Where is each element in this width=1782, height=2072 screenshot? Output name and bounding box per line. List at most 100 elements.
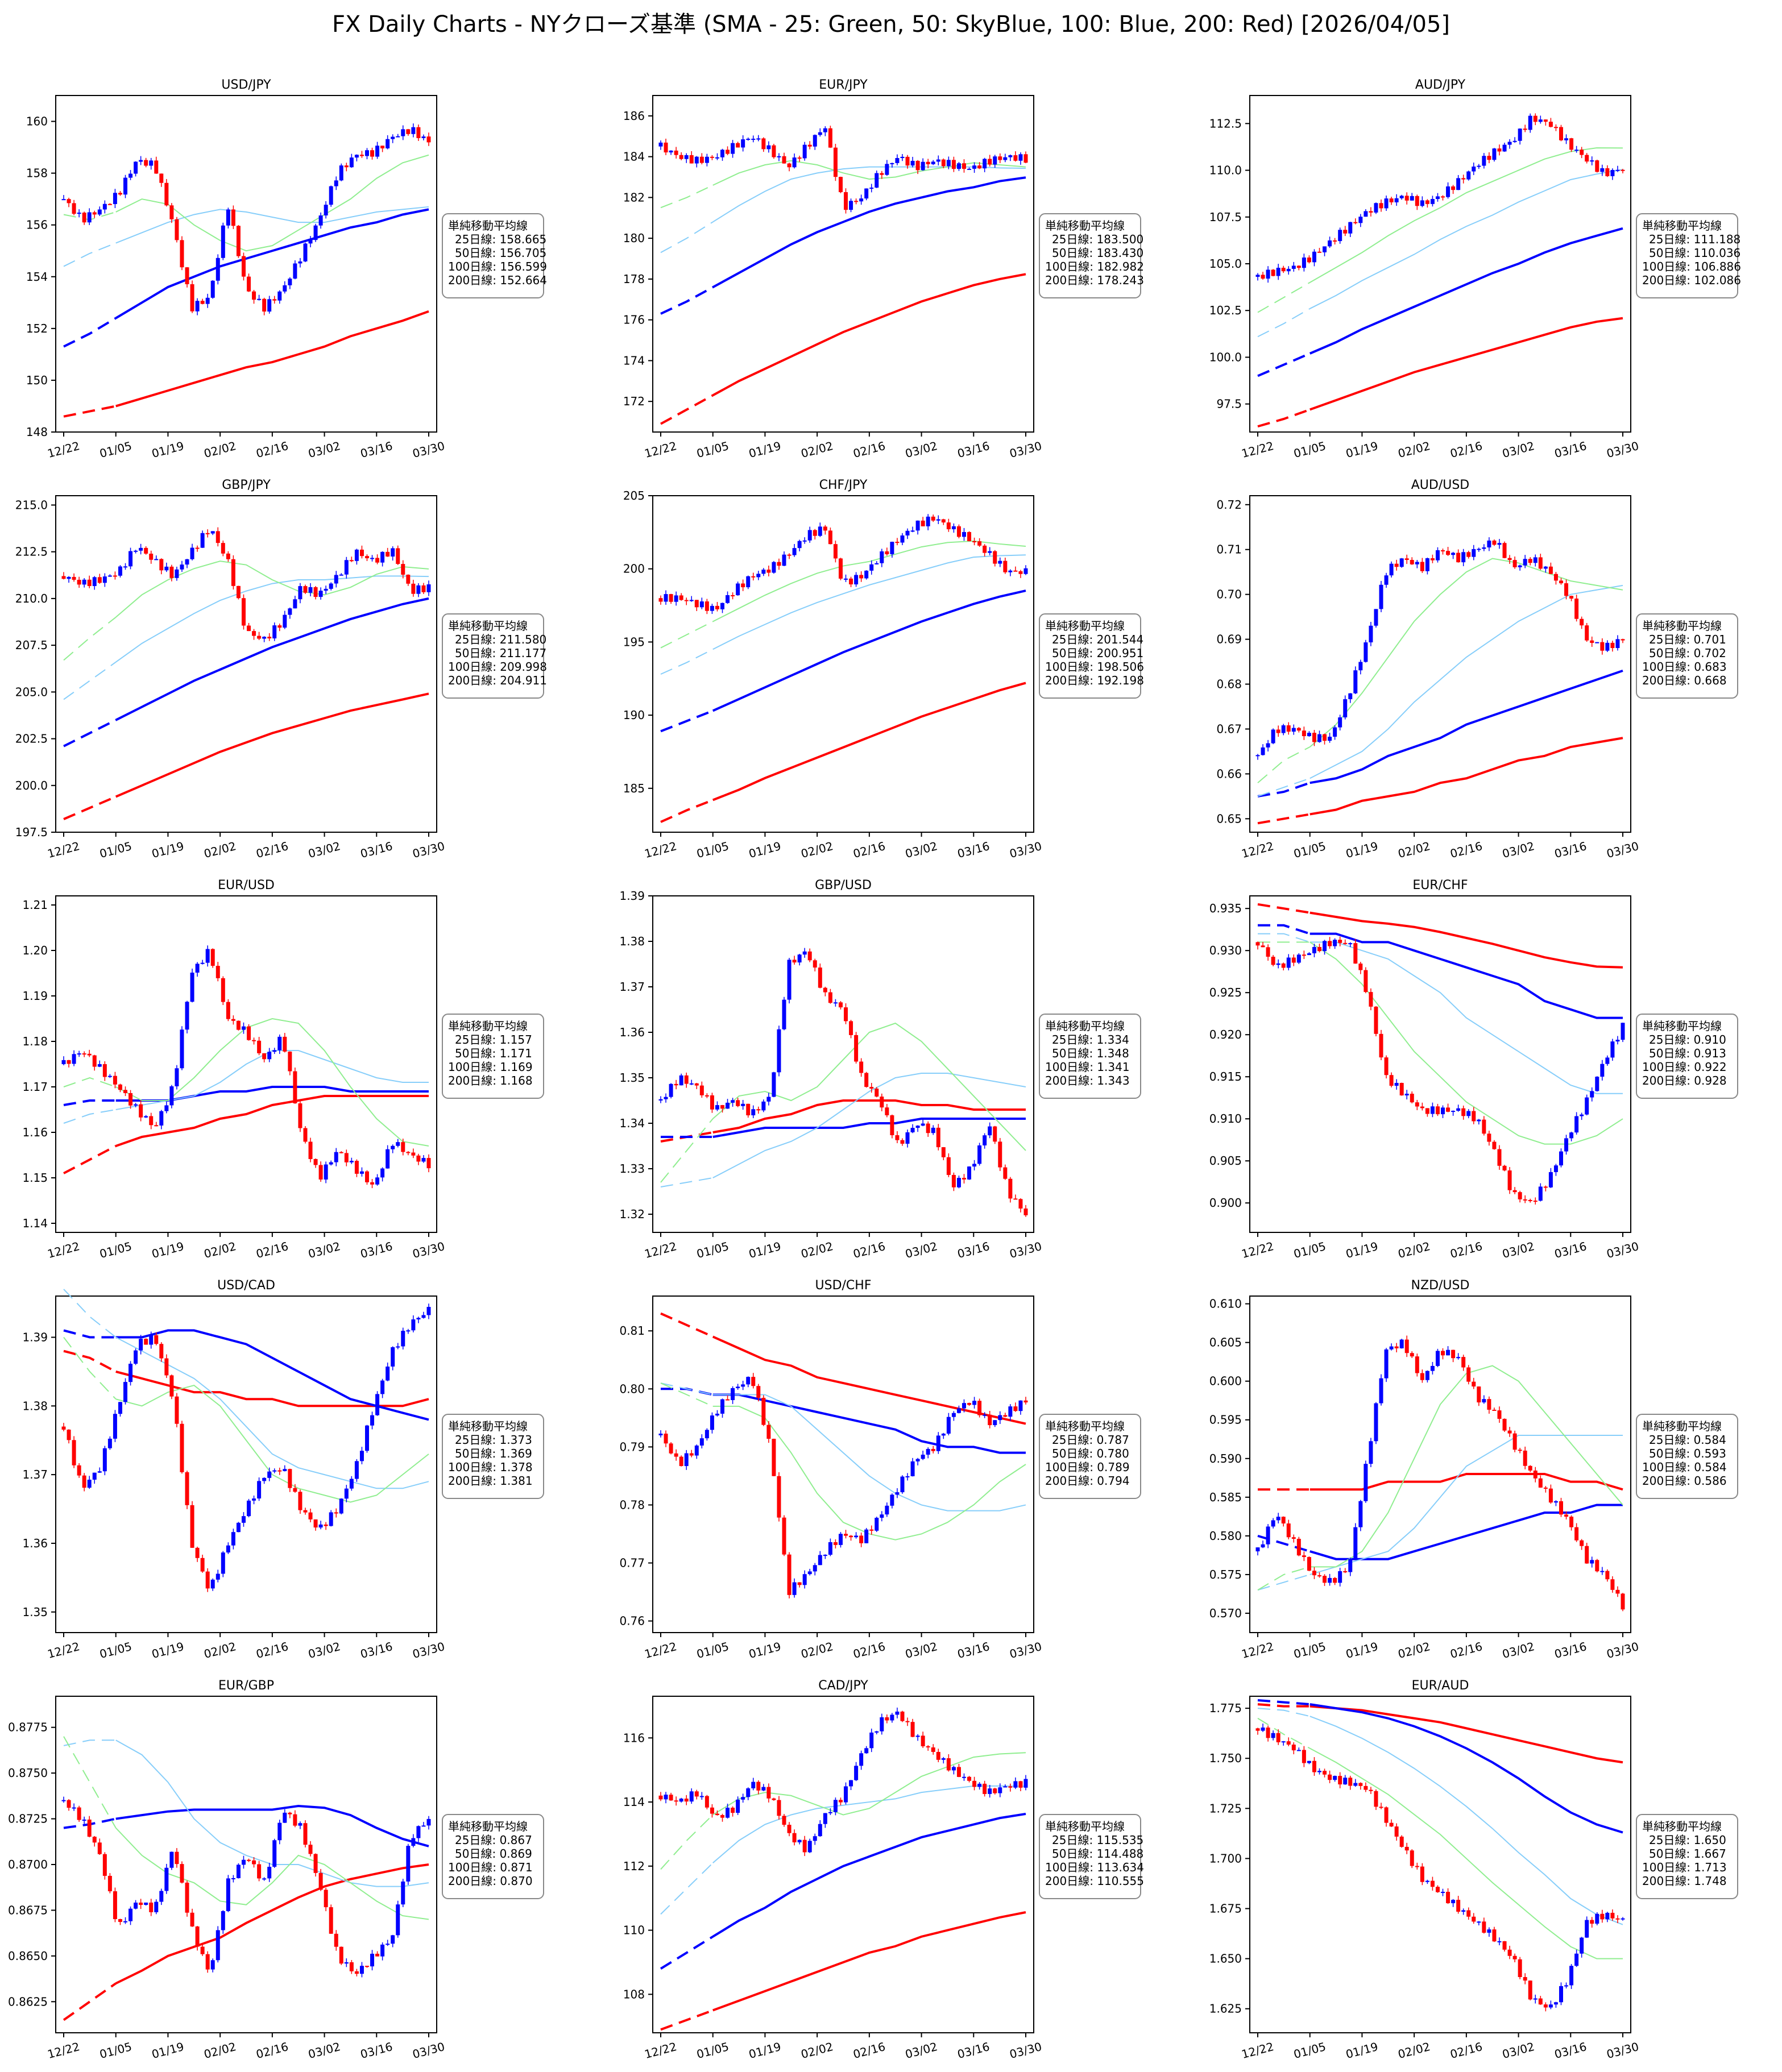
candle-body (221, 543, 225, 554)
candle-body (1296, 265, 1301, 268)
sma-100-line (1309, 669, 1623, 784)
candle-body (185, 1882, 189, 1913)
candle-body (1379, 203, 1383, 209)
sma-legend-box (442, 213, 544, 298)
sma-legend-value: 0.787 (1097, 1433, 1129, 1447)
sma-legend-label: 50日線 (455, 1047, 492, 1060)
sma-legend-entry: 100日線: 0.789 (1045, 1460, 1130, 1474)
candle-body (1358, 1783, 1363, 1786)
candle-body (195, 547, 200, 549)
candle-body (277, 625, 282, 628)
candle-body (87, 1480, 92, 1488)
candle-body (736, 583, 740, 596)
candle-body (154, 1125, 159, 1127)
candle-body (1286, 725, 1291, 732)
candle-body (241, 1516, 246, 1523)
candle-body (67, 1800, 71, 1808)
candle-body (318, 591, 323, 597)
sma-legend-label: 25日線 (455, 1033, 492, 1047)
sma-legend-title: 単純移動平均線 (1045, 1419, 1125, 1433)
x-tick-label: 01/05 (1292, 1639, 1328, 1661)
candle-body (875, 1517, 879, 1531)
x-tick-label: 01/05 (98, 1239, 134, 1261)
candle-body (885, 1107, 889, 1115)
candle-body (272, 299, 277, 301)
y-tick-label: 1.39 (619, 889, 645, 903)
candle-body (416, 1826, 421, 1838)
candle-body (900, 156, 905, 159)
x-tick-label: 03/02 (904, 2040, 939, 2061)
sma-100-line-dashed (63, 317, 117, 348)
candle-body (895, 1135, 900, 1140)
x-tick-label: 01/19 (1344, 439, 1379, 460)
candle-body (107, 1076, 112, 1077)
x-tick-label: 02/02 (202, 2040, 238, 2061)
candle-body (113, 1891, 117, 1920)
candle-body (1023, 1209, 1028, 1215)
candle-body (1343, 1778, 1348, 1785)
candle-body (1323, 734, 1327, 741)
sma-legend-entry: 50日線: 200.951 (1052, 646, 1143, 660)
candle-body (72, 1440, 76, 1465)
sma-200-line (1309, 1473, 1623, 1491)
candle-body (1348, 222, 1353, 234)
candle-body (833, 147, 838, 177)
candle-body (736, 1799, 740, 1813)
candle-body (1497, 1410, 1502, 1419)
candle-body (1348, 1559, 1353, 1572)
x-tick-label: 01/05 (98, 1639, 134, 1661)
candle-body (364, 1171, 369, 1182)
candle-body (82, 1475, 86, 1488)
y-tick-label: 202.5 (15, 732, 48, 746)
candle-body (231, 559, 235, 586)
candle-body (864, 1073, 869, 1087)
y-tick-label: 172 (623, 395, 645, 408)
chart-title: USD/JPY (221, 78, 271, 92)
sma-legend-value: 1.667 (1694, 1847, 1726, 1861)
y-tick-label: 0.70 (1216, 588, 1242, 601)
candle-body (720, 603, 725, 609)
candle-body (77, 579, 81, 585)
candle-body (1415, 1356, 1419, 1373)
candle-body (324, 205, 328, 216)
candle-body (864, 188, 869, 199)
candle-body (941, 1758, 946, 1760)
sma-legend-value: 0.870 (500, 1874, 532, 1888)
candle-body (87, 1053, 92, 1056)
y-tick-label: 1.19 (22, 989, 48, 1003)
candle-body (1394, 1346, 1399, 1348)
candle-body (272, 1470, 277, 1472)
x-tick-label: 12/22 (46, 2040, 81, 2061)
candle-body (1317, 251, 1322, 253)
candle-body (674, 150, 678, 155)
x-tick-label: 01/19 (747, 2040, 782, 2061)
candle-body (1399, 196, 1404, 198)
x-tick-label: 01/19 (150, 2040, 185, 2061)
sma-50-line (712, 554, 1026, 650)
candle-body (1430, 1880, 1435, 1887)
sma-legend-label: 200日線 (448, 1474, 492, 1488)
sma-legend-value: 1.171 (500, 1047, 532, 1060)
candle-body (1600, 1913, 1605, 1920)
y-tick-label: 0.925 (1209, 986, 1242, 999)
candle-body (1328, 240, 1332, 247)
candle-body (1528, 1980, 1532, 2000)
candle-body (993, 1420, 997, 1426)
candle-body (1364, 642, 1368, 662)
candle-body (92, 1472, 97, 1480)
candle-body (308, 1512, 313, 1519)
y-tick-label: 0.65 (1216, 812, 1242, 825)
y-tick-label: 0.920 (1209, 1028, 1242, 1041)
sma-200-line-dashed (1257, 903, 1311, 914)
candle-body (67, 1429, 71, 1440)
candle-body (1374, 203, 1378, 213)
candle-body (1353, 1783, 1358, 1786)
candle-body (864, 1529, 869, 1543)
candle-body (190, 547, 194, 559)
candle-body (426, 1818, 431, 1826)
sma-legend-value: 200.951 (1097, 646, 1144, 660)
candle-body (802, 540, 807, 542)
y-tick-label: 1.36 (22, 1537, 48, 1550)
candle-body (833, 544, 838, 559)
candle-body (689, 1453, 694, 1456)
